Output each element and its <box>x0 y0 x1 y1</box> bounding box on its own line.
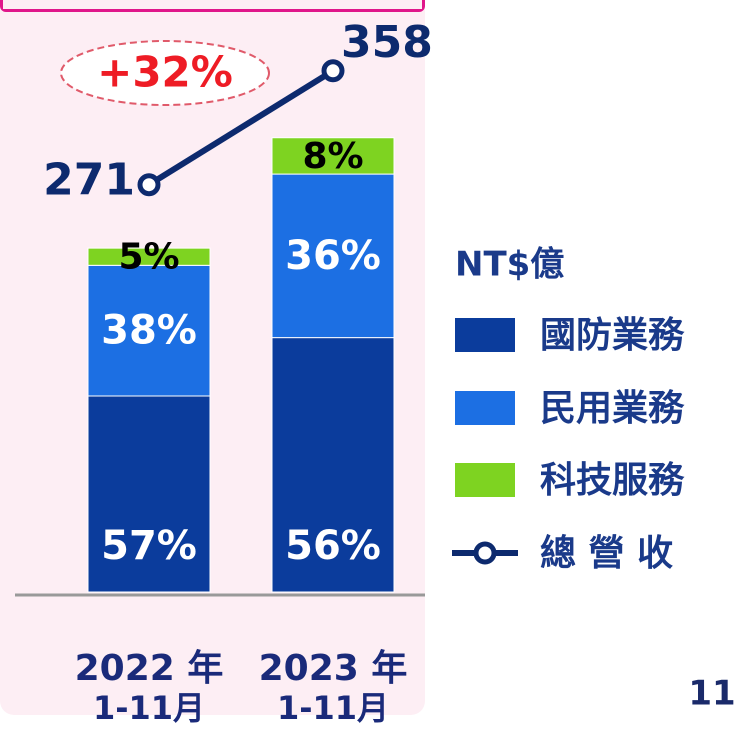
legend-label: 總 營 收 <box>540 533 673 574</box>
legend-title: NT$億 <box>455 245 564 285</box>
bar-segment <box>87 264 211 397</box>
value-label: 36% <box>285 233 381 279</box>
x-tick-label: 2023 年 <box>259 648 408 689</box>
bar-segment <box>271 137 395 175</box>
legend-swatch <box>455 318 515 352</box>
value-label: 8% <box>302 136 363 177</box>
line-label: 358 <box>341 17 433 68</box>
x-tick-label: 1-11月 <box>277 689 389 727</box>
header-inner <box>3 0 422 9</box>
annotation: +32% <box>97 48 233 97</box>
legend-marker <box>473 541 497 565</box>
bar-segment <box>87 395 211 593</box>
line-marker <box>321 59 345 83</box>
x-tick-label: 1-11月 <box>93 689 205 727</box>
legend-swatch <box>455 463 515 497</box>
value-label: 5% <box>118 237 179 278</box>
line-label: 271 <box>43 155 135 206</box>
annotation-ellipse <box>60 40 270 106</box>
value-label: 38% <box>101 308 197 354</box>
bar-segment <box>271 173 395 339</box>
line-marker <box>137 173 161 197</box>
total-line <box>147 68 335 188</box>
legend-label: 民用業務 <box>540 388 685 429</box>
bar-segment <box>87 247 211 266</box>
legend-swatch <box>455 391 515 425</box>
legend-label: 科技服務 <box>540 460 685 501</box>
bar-segment <box>271 337 395 593</box>
page-number: 11 <box>688 674 735 714</box>
value-label: 57% <box>101 523 197 569</box>
value-label: 56% <box>285 523 381 569</box>
legend-label: 國防業務 <box>540 315 685 356</box>
x-tick-label: 2022 年 <box>75 648 224 689</box>
